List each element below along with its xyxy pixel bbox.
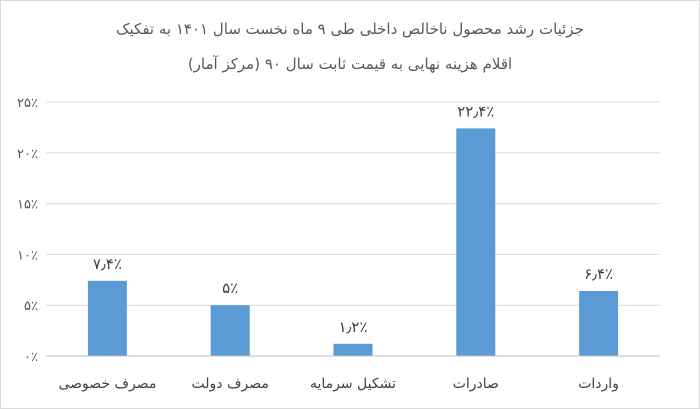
category-label: مصرف خصوصی xyxy=(58,376,156,392)
category-label: تشکیل سرمایه xyxy=(310,376,396,392)
category-label: مصرف دولت xyxy=(192,376,269,392)
data-label: ۱٫۲٪ xyxy=(338,318,367,336)
y-tick-label: ۲۰٪ xyxy=(17,147,38,162)
data-label: ۲۲٫۴٪ xyxy=(457,102,494,120)
chart-subtitle: اقلام هزینه نهایی به قیمت ثابت سال ۹۰ (م… xyxy=(187,55,513,73)
category-label: واردات xyxy=(578,376,619,392)
bar xyxy=(87,280,127,356)
category-label: صادرات xyxy=(453,376,499,392)
bar xyxy=(579,290,619,356)
chart-title: جزئیات رشد محصول ناخالص داخلی طی ۹ ماه ن… xyxy=(116,20,584,38)
bar xyxy=(210,305,250,356)
y-tick-label: ۱۰٪ xyxy=(17,248,38,263)
data-label: ۷٫۴٪ xyxy=(93,255,122,273)
y-tick-label: ۲۵٪ xyxy=(17,96,38,111)
y-tick-label: ۱۵٪ xyxy=(17,198,38,213)
bar xyxy=(333,343,373,356)
data-label: ۵٪ xyxy=(222,279,238,297)
data-label: ۶٫۴٪ xyxy=(584,265,613,283)
bar xyxy=(456,128,496,356)
y-tick-label: ۵٪ xyxy=(24,299,38,314)
y-tick-label: ۰٪ xyxy=(24,350,38,365)
